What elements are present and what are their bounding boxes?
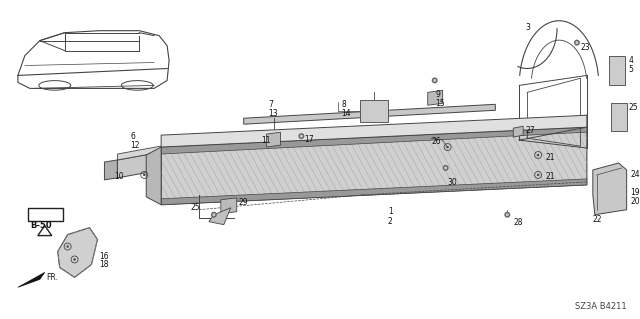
- Text: 25: 25: [628, 103, 638, 112]
- Text: SZ3A B4211: SZ3A B4211: [575, 302, 627, 311]
- Polygon shape: [58, 228, 97, 277]
- Polygon shape: [117, 152, 161, 178]
- Text: 5: 5: [628, 64, 634, 73]
- Text: 6: 6: [131, 132, 135, 141]
- Text: 2: 2: [388, 217, 393, 226]
- Text: 7: 7: [269, 100, 273, 109]
- Circle shape: [74, 258, 76, 261]
- Polygon shape: [161, 127, 587, 205]
- Polygon shape: [593, 163, 627, 215]
- Text: 17: 17: [305, 135, 314, 144]
- Text: 15: 15: [436, 99, 445, 108]
- Polygon shape: [428, 90, 443, 105]
- Circle shape: [432, 78, 438, 83]
- Circle shape: [212, 213, 215, 216]
- Bar: [609, 56, 625, 85]
- Circle shape: [444, 167, 447, 169]
- Circle shape: [211, 212, 217, 218]
- Text: 12: 12: [131, 141, 140, 150]
- Circle shape: [300, 135, 303, 137]
- Bar: [611, 103, 627, 131]
- Polygon shape: [18, 272, 45, 287]
- Text: B-50: B-50: [30, 221, 51, 230]
- Circle shape: [537, 174, 540, 176]
- Polygon shape: [221, 198, 237, 214]
- Text: 10: 10: [115, 172, 124, 181]
- Text: 13: 13: [269, 109, 278, 118]
- Circle shape: [575, 41, 579, 44]
- Polygon shape: [209, 208, 231, 225]
- Polygon shape: [267, 132, 280, 147]
- Text: 30: 30: [447, 178, 458, 187]
- Circle shape: [446, 146, 449, 148]
- Polygon shape: [161, 127, 587, 154]
- Text: 1: 1: [388, 207, 393, 216]
- Text: 27: 27: [525, 126, 535, 135]
- Circle shape: [67, 245, 69, 248]
- Text: 16: 16: [99, 251, 109, 261]
- Text: 22: 22: [593, 215, 602, 224]
- Text: 18: 18: [99, 260, 109, 270]
- Circle shape: [143, 174, 145, 176]
- Text: 11: 11: [262, 136, 271, 145]
- Circle shape: [433, 79, 436, 82]
- Text: 28: 28: [513, 218, 523, 227]
- Text: 4: 4: [628, 56, 634, 64]
- Bar: [360, 100, 388, 122]
- Text: 21: 21: [545, 172, 555, 181]
- Text: 19: 19: [630, 188, 640, 197]
- Text: FR.: FR.: [45, 273, 58, 282]
- Text: 9: 9: [436, 90, 440, 100]
- Text: 20: 20: [630, 197, 640, 206]
- Circle shape: [574, 40, 580, 46]
- Text: 3: 3: [525, 23, 530, 32]
- Polygon shape: [513, 126, 524, 137]
- Polygon shape: [104, 160, 117, 180]
- Text: 26: 26: [432, 137, 442, 146]
- Circle shape: [443, 165, 449, 171]
- Polygon shape: [117, 146, 161, 160]
- Text: 29: 29: [239, 198, 248, 207]
- Text: 8: 8: [341, 100, 346, 109]
- Text: 23: 23: [581, 43, 591, 52]
- Polygon shape: [161, 179, 587, 205]
- Text: 21: 21: [545, 153, 555, 162]
- Bar: [28, 208, 63, 221]
- Circle shape: [506, 213, 509, 216]
- Text: 24: 24: [630, 170, 640, 179]
- Polygon shape: [244, 104, 495, 124]
- Circle shape: [298, 133, 305, 139]
- Polygon shape: [146, 147, 161, 205]
- Text: 14: 14: [341, 109, 351, 118]
- Polygon shape: [161, 115, 587, 147]
- Text: 25: 25: [191, 203, 200, 212]
- Circle shape: [504, 212, 510, 218]
- Circle shape: [537, 154, 540, 156]
